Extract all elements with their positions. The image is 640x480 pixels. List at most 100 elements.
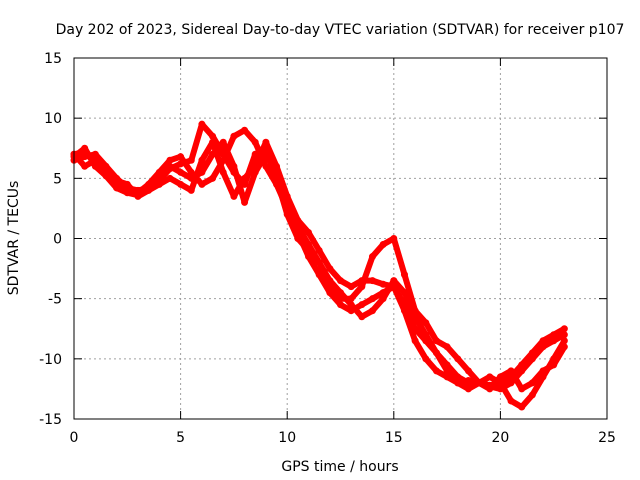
data-point: [464, 367, 472, 375]
data-point: [155, 172, 163, 180]
data-point: [81, 162, 89, 170]
data-point: [337, 295, 344, 303]
y-axis-label: SDTVAR / TECUs: [6, 181, 22, 296]
data-point: [305, 228, 313, 236]
data-point: [315, 259, 323, 267]
series-layer: [70, 120, 568, 411]
data-point: [219, 138, 227, 146]
data-point: [134, 191, 142, 199]
data-point: [81, 144, 89, 152]
data-point: [347, 295, 355, 303]
data-point: [337, 301, 344, 309]
data-point: [251, 138, 259, 146]
data-point: [400, 271, 408, 279]
data-point: [294, 222, 302, 230]
data-point: [486, 381, 494, 389]
data-point: [262, 150, 270, 158]
data-point: [560, 337, 568, 345]
data-point: [187, 156, 195, 164]
data-point: [91, 162, 99, 170]
data-point: [273, 168, 281, 176]
data-point: [358, 313, 366, 321]
data-point: [422, 319, 430, 327]
data-point: [443, 343, 451, 351]
data-point: [379, 241, 387, 249]
data-point: [464, 385, 472, 393]
data-point: [294, 235, 302, 242]
x-axis-label: GPS time / hours: [281, 459, 398, 475]
data-point: [368, 307, 376, 315]
chart-title: Day 202 of 2023, Sidereal Day-to-day VTE…: [56, 22, 625, 38]
data-point: [198, 156, 206, 164]
y-tick-label: -15: [39, 412, 62, 428]
data-point: [528, 379, 536, 387]
data-point: [379, 280, 387, 288]
data-point: [187, 186, 195, 194]
data-point: [368, 277, 376, 285]
data-point: [422, 355, 430, 363]
data-point: [368, 253, 376, 261]
data-point: [177, 153, 185, 161]
data-point: [379, 295, 387, 303]
y-tick-label: 15: [44, 51, 62, 67]
data-point: [177, 180, 185, 188]
data-point: [560, 325, 568, 333]
data-point: [390, 277, 398, 285]
data-point: [518, 385, 526, 393]
data-point: [368, 295, 376, 303]
data-point: [177, 168, 185, 176]
data-point: [230, 162, 238, 170]
x-tick-label: 15: [385, 430, 403, 446]
data-point: [102, 172, 110, 180]
data-point: [230, 132, 238, 140]
data-point: [443, 373, 451, 381]
data-point: [560, 343, 568, 351]
data-point: [337, 277, 344, 285]
data-point: [198, 168, 206, 176]
data-point: [432, 367, 440, 375]
data-point: [241, 174, 249, 182]
data-point: [113, 184, 121, 192]
data-point: [528, 349, 536, 357]
data-point: [539, 337, 547, 345]
y-tick-label: 10: [44, 111, 62, 127]
data-point: [454, 355, 462, 363]
data-point: [358, 301, 366, 309]
data-point: [539, 367, 547, 375]
data-point: [411, 307, 419, 315]
data-point: [432, 349, 440, 357]
data-point: [518, 403, 526, 411]
data-point: [475, 379, 483, 387]
data-point: [166, 162, 174, 170]
ticks: 0 5 10 15 20 25 -15 -10 -5 0 5 10 15: [39, 51, 616, 446]
x-tick-label: 25: [598, 430, 616, 446]
x-tick-label: 20: [491, 430, 509, 446]
data-point: [358, 283, 366, 291]
data-point: [454, 379, 462, 387]
data-point: [209, 174, 217, 182]
data-point: [518, 361, 526, 369]
data-point: [422, 331, 430, 339]
data-point: [198, 120, 206, 128]
data-point: [550, 361, 558, 369]
data-point: [166, 174, 174, 182]
data-point: [283, 198, 291, 206]
y-tick-label: -10: [39, 352, 62, 368]
data-point: [464, 376, 472, 384]
data-point: [550, 331, 558, 339]
data-point: [166, 156, 174, 164]
data-point: [496, 379, 504, 387]
data-point: [145, 183, 153, 191]
x-tick-label: 5: [176, 430, 185, 446]
data-point: [507, 373, 515, 381]
data-point: [390, 235, 398, 242]
data-point: [241, 126, 249, 134]
y-tick-label: 5: [53, 171, 62, 187]
data-point: [305, 241, 313, 249]
data-point: [209, 150, 217, 158]
data-point: [326, 265, 334, 273]
data-point: [315, 247, 323, 255]
x-tick-label: 10: [278, 430, 296, 446]
data-point: [241, 198, 249, 206]
